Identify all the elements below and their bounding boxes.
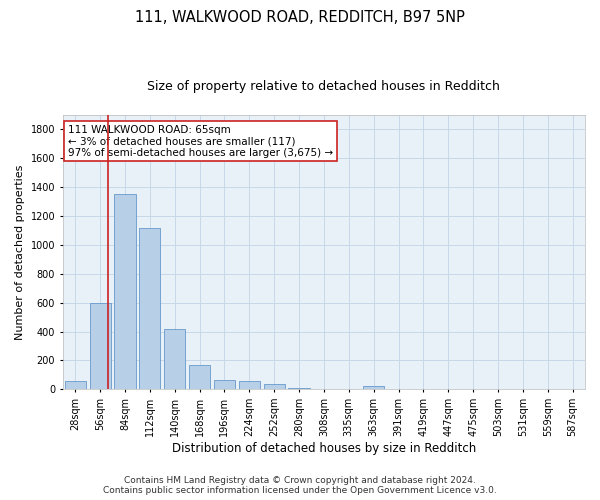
Bar: [239, 380, 260, 390]
Bar: [164, 328, 185, 390]
Bar: [363, 386, 384, 390]
Bar: [263, 384, 285, 390]
Text: 111, WALKWOOD ROAD, REDDITCH, B97 5NP: 111, WALKWOOD ROAD, REDDITCH, B97 5NP: [135, 10, 465, 25]
Bar: [65, 382, 86, 390]
Y-axis label: Number of detached properties: Number of detached properties: [15, 164, 25, 340]
Text: 111 WALKWOOD ROAD: 65sqm
← 3% of detached houses are smaller (117)
97% of semi-d: 111 WALKWOOD ROAD: 65sqm ← 3% of detache…: [68, 124, 333, 158]
Bar: [139, 228, 160, 390]
Bar: [214, 380, 235, 390]
Bar: [115, 194, 136, 390]
Title: Size of property relative to detached houses in Redditch: Size of property relative to detached ho…: [148, 80, 500, 93]
Text: Contains HM Land Registry data © Crown copyright and database right 2024.
Contai: Contains HM Land Registry data © Crown c…: [103, 476, 497, 495]
Bar: [289, 388, 310, 390]
X-axis label: Distribution of detached houses by size in Redditch: Distribution of detached houses by size …: [172, 442, 476, 455]
Bar: [89, 302, 110, 390]
Bar: [189, 365, 210, 390]
